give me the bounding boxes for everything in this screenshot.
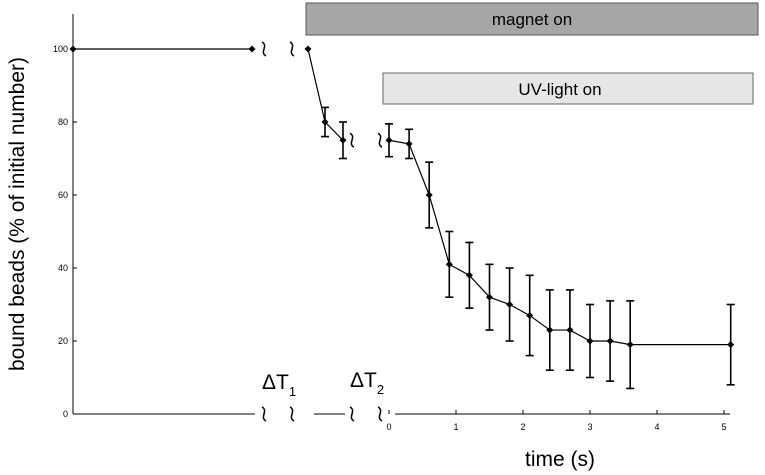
y-axis: 0 20 40 60 80 100 xyxy=(53,14,77,419)
data-point xyxy=(546,326,554,334)
x-tick-label: 1 xyxy=(453,422,458,432)
axis-break-mark xyxy=(289,406,295,422)
data-point xyxy=(626,341,634,349)
x-tick-label: 4 xyxy=(654,422,659,432)
axis-break-mark xyxy=(349,406,355,422)
data-point xyxy=(486,293,493,301)
data-point xyxy=(586,337,594,345)
axis-break-mark xyxy=(261,41,267,57)
y-tick-label: 60 xyxy=(58,190,68,200)
magnet-bar-rect xyxy=(305,2,759,36)
data-point xyxy=(339,136,347,144)
uv-light-bar-rect xyxy=(382,72,754,105)
x-axis: 0 1 2 3 4 5 xyxy=(73,410,730,432)
series-line xyxy=(388,139,731,346)
y-tick-label: 80 xyxy=(58,117,68,127)
magnet-bar-label: magnet on xyxy=(492,10,572,29)
x-axis-title: time (s) xyxy=(525,448,595,471)
data-point xyxy=(727,341,735,349)
y-tick-label: 0 xyxy=(63,409,68,419)
delta-t1-label: ΔT1 xyxy=(262,371,296,399)
data-point xyxy=(405,140,413,148)
data-point xyxy=(445,260,453,268)
axis-break-mark xyxy=(377,406,383,422)
data-point xyxy=(69,45,77,53)
y-tick-label: 20 xyxy=(58,336,68,346)
y-tick-label: 100 xyxy=(53,44,68,54)
data-point xyxy=(566,326,574,334)
data-point xyxy=(248,45,256,53)
axis-break-mark xyxy=(349,132,355,148)
data-point xyxy=(465,271,473,279)
data-point xyxy=(425,191,433,199)
data-series xyxy=(69,45,735,390)
data-point xyxy=(526,311,534,319)
data-point xyxy=(506,301,514,308)
axis-break-mark xyxy=(377,132,383,148)
delta-t2-label: ΔT2 xyxy=(350,369,384,397)
x-tick-label: 5 xyxy=(721,422,726,432)
axis-breaks xyxy=(261,41,383,422)
x-tick-label: 2 xyxy=(520,422,525,432)
uv-light-bar-label: UV-light on xyxy=(518,80,601,99)
uv-light-bar: UV-light on xyxy=(382,72,754,105)
y-axis-title: bound beads (% of initial number) xyxy=(6,57,29,371)
data-point xyxy=(385,136,393,144)
data-point xyxy=(321,118,329,126)
data-point xyxy=(304,45,312,53)
y-tick-label: 40 xyxy=(58,263,68,273)
x-tick-label: 3 xyxy=(587,422,592,432)
x-tick-label: 0 xyxy=(386,422,391,432)
data-point xyxy=(606,337,614,345)
axis-break-mark xyxy=(261,406,267,422)
magnet-bar: magnet on xyxy=(305,2,759,36)
axis-break-mark xyxy=(289,41,295,57)
